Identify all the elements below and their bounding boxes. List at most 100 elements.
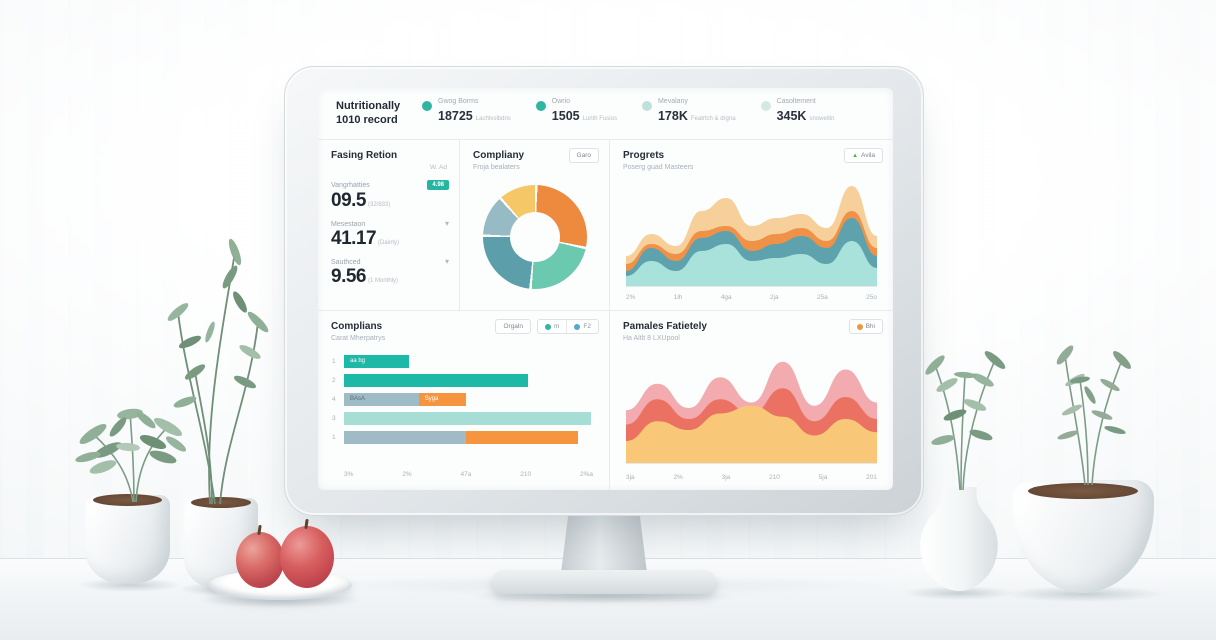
- progress-area-chart: [626, 186, 877, 287]
- x-tick-label: 3ja: [626, 474, 635, 481]
- stat-suffix: Lachtvslbdns: [475, 116, 511, 122]
- area-series-yellow: [626, 405, 877, 463]
- monitor: Nutritionally 1010 record Gwog Borms 1872…: [284, 66, 924, 516]
- bar-row-label: 4: [332, 396, 336, 403]
- button-label: Orgaln: [503, 323, 523, 330]
- panel-title: Fasing Retion: [331, 150, 398, 161]
- header-stat: Owrio 1505 Lunth Fusios: [535, 98, 617, 125]
- metric-value: 09.5: [331, 190, 366, 211]
- panel-title: Compliany: [473, 150, 525, 161]
- x-tick-label: 201: [866, 474, 877, 481]
- chevron-down-icon[interactable]: ▾: [444, 257, 449, 266]
- panel-subtitle: Carat Mherpatrys: [331, 335, 386, 342]
- panel-progress: Progrets Poserg guad Masteers ▲ Avila 2%…: [610, 140, 893, 310]
- x-tick-label: 2%: [673, 474, 683, 481]
- chevron-down-icon[interactable]: ▾: [444, 219, 449, 228]
- plant-vase-right: [925, 351, 1006, 490]
- donut-hole: [510, 212, 560, 262]
- bar-segment: [344, 374, 529, 387]
- plant-left-tall: [167, 238, 269, 504]
- bar-row: 1 aa bg: [332, 355, 593, 368]
- panel-metrics: Fasing Retion W. Ad Vangrhatties 4.98 09.5…: [318, 140, 460, 310]
- legend-dot-icon: [856, 323, 863, 330]
- monitor-screen: Nutritionally 1010 record Gwog Borms 1872…: [318, 88, 893, 490]
- plant-pot-left-small: [85, 495, 170, 583]
- metric-label: Sauthced: [331, 258, 361, 266]
- soil: [1028, 483, 1138, 499]
- stat-label: Mevalany: [657, 98, 688, 105]
- panel-area2: Pamales Fatietely Ha Altlt 8 LXUpool Bhi…: [610, 310, 893, 490]
- x-axis-ticks: 3ja 2% 3ja 210 5ja 201: [626, 474, 877, 481]
- bar-chart: 1 aa bg 2 4 BAsA Syga 3 1: [332, 355, 593, 450]
- bars-controls: Orgaln m F2: [495, 319, 599, 334]
- bar-track: [344, 412, 593, 425]
- plant-right-large: [1056, 345, 1131, 485]
- x-tick-label: 25a: [816, 294, 828, 301]
- header-stat: Casoltement 345K snoweitin: [760, 98, 835, 125]
- donut-chart: [483, 185, 587, 289]
- area-chart-svg: [626, 186, 877, 286]
- vase-right: [920, 487, 998, 591]
- button-label: Bhi: [865, 323, 875, 330]
- x-tick-label: 2ja: [769, 294, 779, 301]
- area2-filter-button[interactable]: Bhi: [848, 319, 883, 334]
- legend-label: F2: [583, 323, 591, 330]
- metric-item: Sauthced ▾ 9.56 (1 Monthly): [331, 258, 449, 288]
- x-tick-label: 5ja: [818, 474, 828, 481]
- button-label: Garo: [576, 152, 591, 159]
- monitor-stand-base: [492, 570, 716, 594]
- area-chart-svg: [626, 361, 877, 463]
- x-tick-label: 210: [769, 474, 780, 481]
- x-tick-label: 47a: [460, 471, 472, 478]
- donut-filter-button[interactable]: Garo: [568, 148, 599, 163]
- legend-label: m: [553, 323, 560, 330]
- apple: [236, 532, 284, 588]
- legend-dot-icon: [544, 323, 551, 330]
- x-axis-ticks: 3% 2% 47a 210 2%a: [344, 471, 593, 478]
- x-axis-ticks: 2% 1lh 4ga 2ja 25a 25o: [626, 294, 877, 301]
- progress-filter-button[interactable]: ▲ Avila: [844, 148, 883, 163]
- x-tick-label: 4ga: [720, 294, 732, 301]
- stat-value: 1505: [551, 109, 580, 123]
- header-stats: Gwog Borms 18725 Lachtvslbdns Owrio 1505 Lunt…: [422, 98, 834, 125]
- metric-item: Mesestaon ▾ 41.17 (Dainty): [331, 220, 449, 250]
- header-stat: Mevalany 178K Featrtch & drgna: [641, 98, 736, 125]
- metric-unit: (Dainty): [378, 240, 400, 246]
- panel-donut: Compliany Froja bealaters Garo: [460, 140, 610, 310]
- metric-unit: (1 Monthly): [367, 278, 398, 284]
- dashboard-header: Nutritionally 1010 record Gwog Borms 1872…: [318, 88, 893, 140]
- brand-line1: Nutritionally: [336, 100, 401, 112]
- panel-title: Pamales Fatietely: [623, 321, 707, 332]
- x-tick-label: 3%: [344, 471, 354, 478]
- x-tick-label: 2%: [402, 471, 412, 478]
- bar-row: 1: [332, 431, 593, 444]
- stat-value: 18725: [438, 109, 473, 123]
- bar-segment: BAsA: [344, 393, 419, 406]
- legend-dot-icon: [574, 323, 581, 330]
- pot-shadow: [1003, 586, 1165, 602]
- legend-toggle-item[interactable]: F2: [566, 320, 598, 333]
- vase-shadow: [903, 586, 1015, 600]
- plant-left-small: [75, 408, 187, 502]
- stat-suffix: Lunth Fusios: [582, 116, 617, 122]
- panel-subtitle: Poserg guad Masteers: [623, 164, 694, 171]
- metric-label: Mesestaon: [331, 220, 366, 228]
- bars-filter-button[interactable]: Orgaln: [495, 319, 531, 334]
- bar-segment: Syga: [418, 393, 466, 406]
- brand-logo: Nutritionally 1010 record: [336, 99, 400, 128]
- panel-subtitle: Ha Altlt 8 LXUpool: [623, 335, 680, 342]
- legend-toggle-item[interactable]: m: [538, 320, 566, 333]
- panel-title: Complians: [331, 321, 383, 332]
- apple: [280, 526, 334, 588]
- stat-suffix: snoweitin: [809, 116, 835, 122]
- stat-dot-icon: [422, 101, 432, 111]
- stat-label: Casoltement: [776, 98, 816, 105]
- trend-up-icon: ▲: [852, 152, 859, 159]
- x-tick-label: 2%: [626, 294, 636, 301]
- monitor-stand-neck: [561, 511, 647, 573]
- metrics-list: Vangrhatties 4.98 09.5 (32/833) Mesestaon ▾ 41…: [331, 180, 449, 296]
- bar-segment: aa bg: [344, 355, 409, 368]
- bar-segment: [344, 431, 466, 444]
- bar-row: 2: [332, 374, 593, 387]
